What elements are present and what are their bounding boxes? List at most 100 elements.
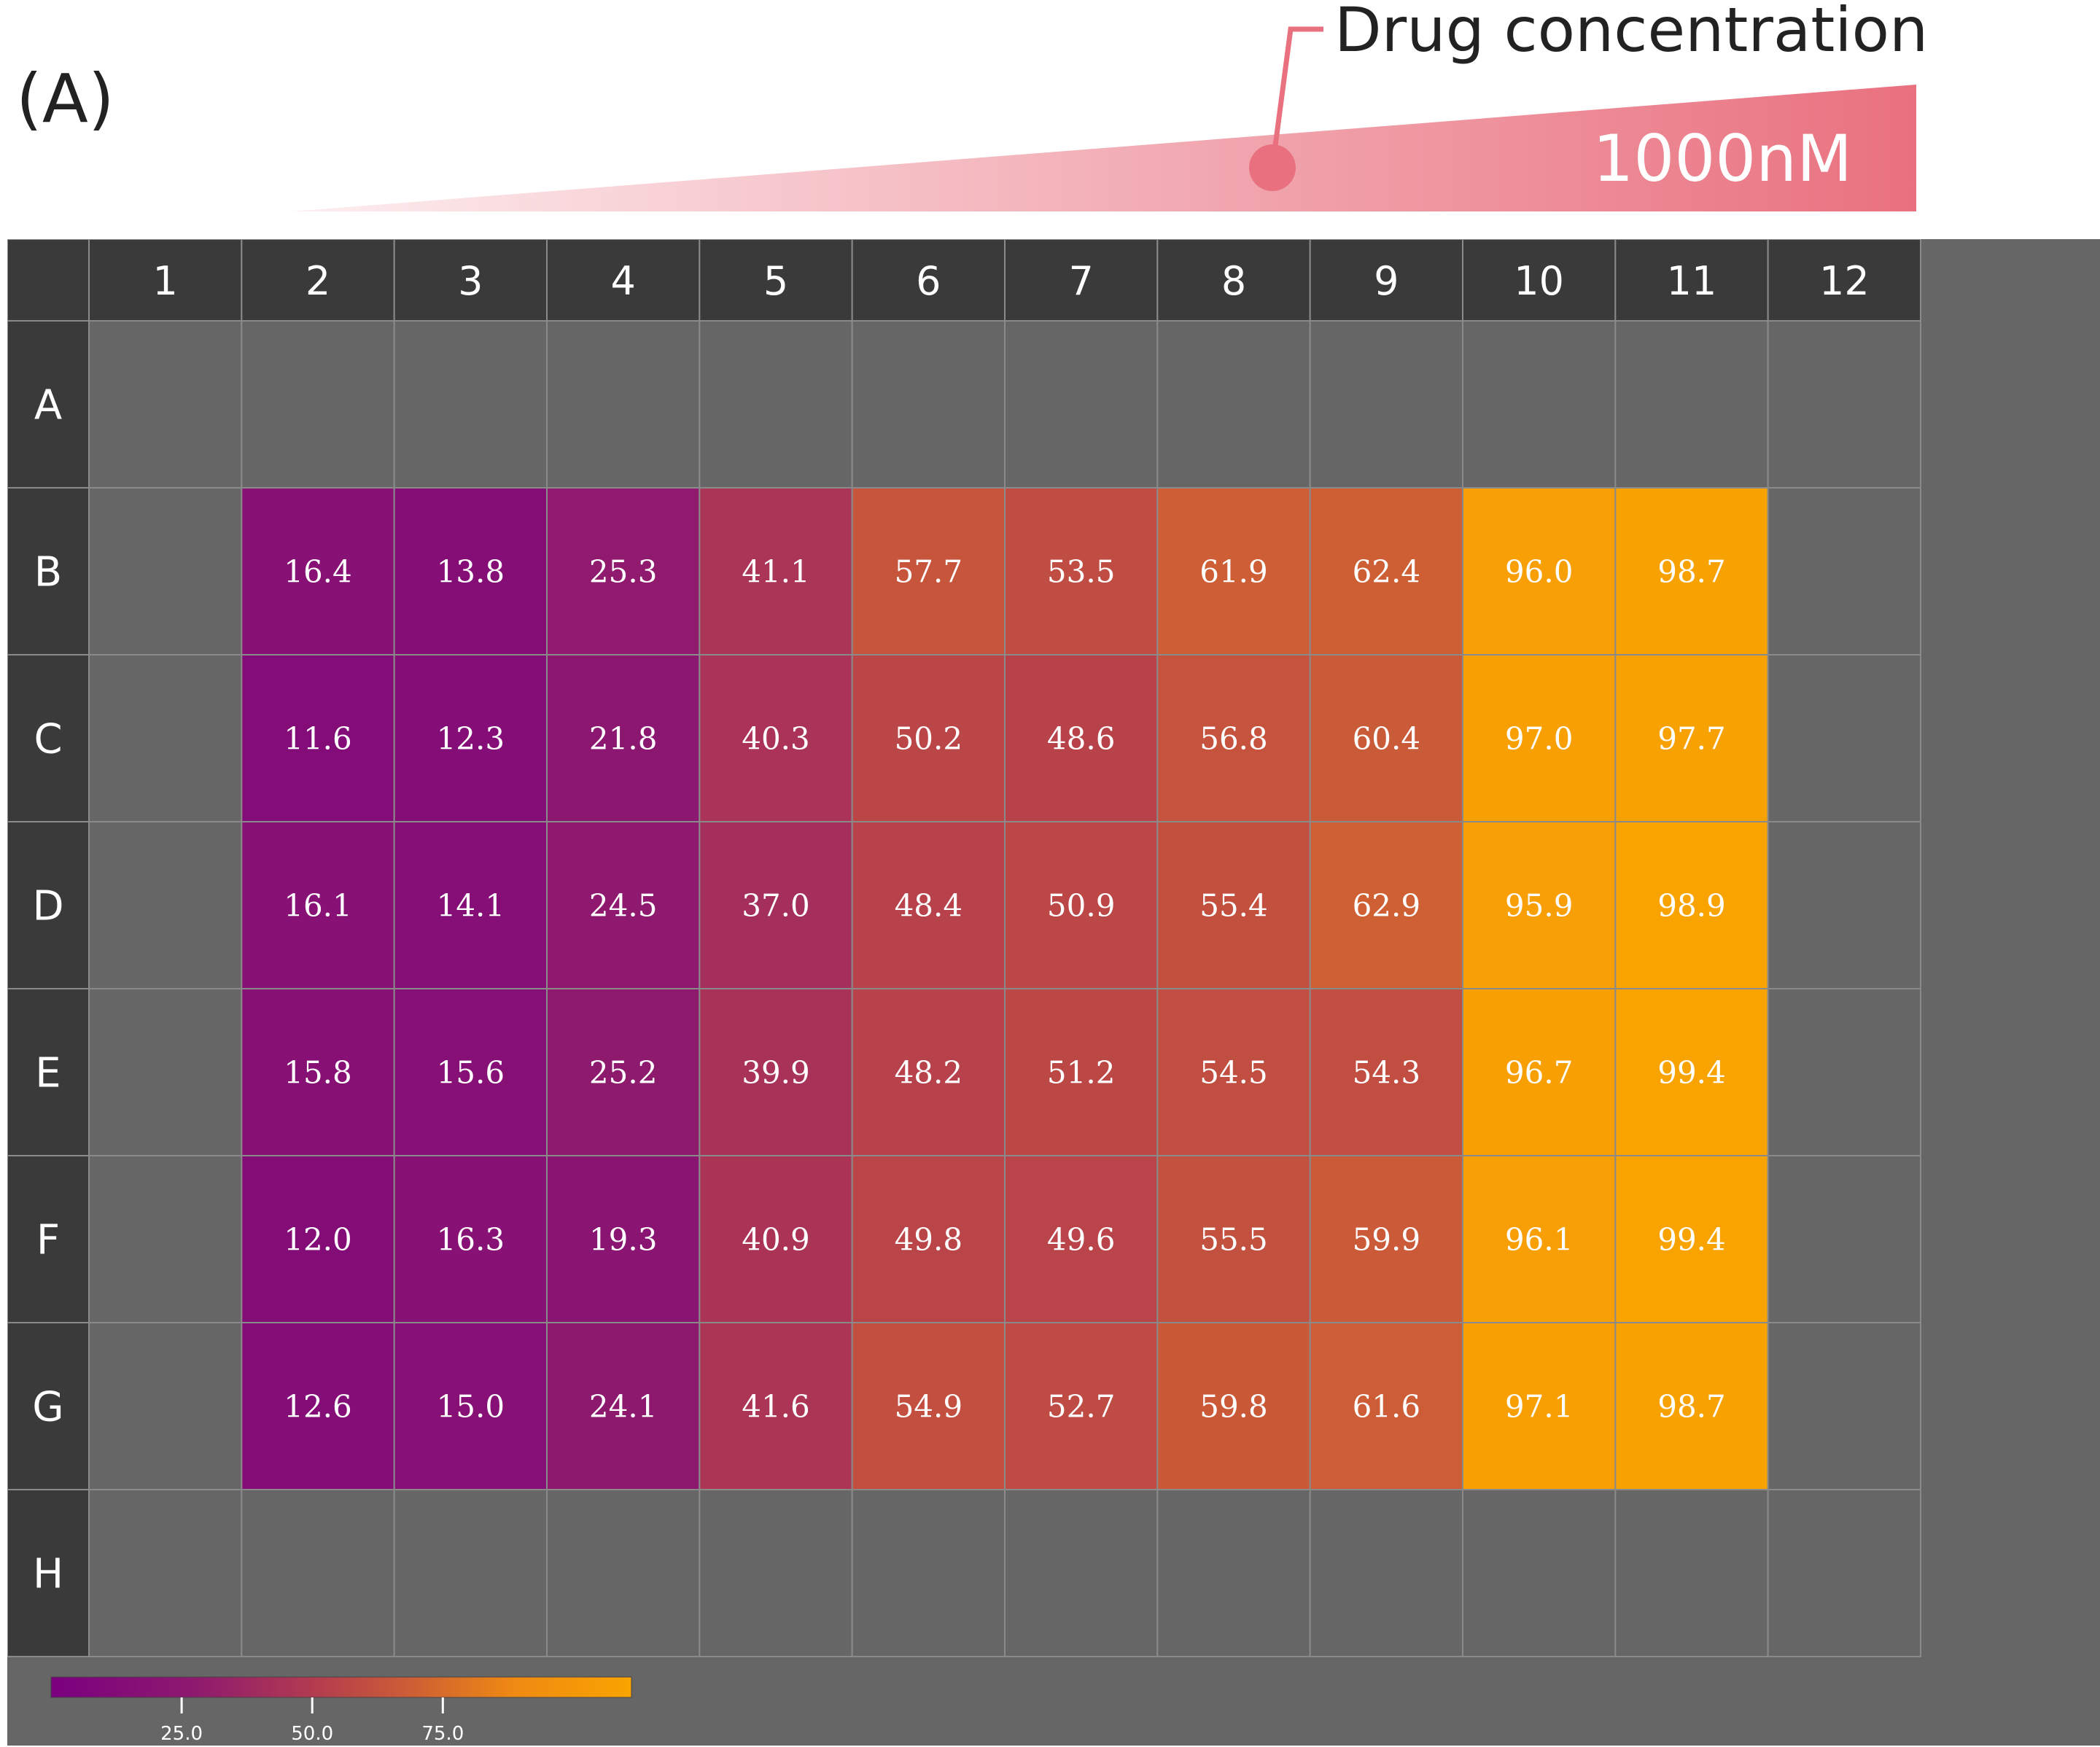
well-F2[interactable]	[241, 1155, 395, 1323]
well-C6[interactable]	[851, 654, 1006, 822]
well-E3[interactable]	[393, 988, 548, 1156]
well-H10[interactable]	[1462, 1489, 1617, 1657]
well-H7[interactable]	[1004, 1489, 1159, 1657]
row-header-bg	[7, 1155, 90, 1323]
well-C8[interactable]	[1156, 654, 1311, 822]
well-value-D10: 95.9	[1505, 888, 1574, 924]
well-D7[interactable]	[1004, 821, 1159, 989]
well-H12[interactable]	[1767, 1489, 1922, 1657]
well-E4[interactable]	[546, 988, 701, 1156]
well-E10[interactable]	[1462, 988, 1617, 1156]
well-B11[interactable]	[1614, 487, 1769, 655]
well-H3[interactable]	[393, 1489, 548, 1657]
well-B3[interactable]	[393, 487, 548, 655]
well-A5[interactable]	[699, 320, 853, 489]
well-D4[interactable]	[546, 821, 701, 989]
well-H11[interactable]	[1614, 1489, 1769, 1657]
well-H1[interactable]	[88, 1489, 243, 1657]
panel-label: (A)	[16, 60, 114, 138]
well-C10[interactable]	[1462, 654, 1617, 822]
well-F12[interactable]	[1767, 1155, 1922, 1323]
well-A4[interactable]	[546, 320, 701, 489]
well-C7[interactable]	[1004, 654, 1159, 822]
well-G9[interactable]	[1309, 1322, 1463, 1490]
well-B1[interactable]	[88, 487, 243, 655]
well-F9[interactable]	[1309, 1155, 1463, 1323]
well-E7[interactable]	[1004, 988, 1159, 1156]
well-value-B3: 13.8	[437, 554, 505, 590]
well-C5[interactable]	[699, 654, 853, 822]
well-F10[interactable]	[1462, 1155, 1617, 1323]
well-H9[interactable]	[1309, 1489, 1463, 1657]
well-A10[interactable]	[1462, 320, 1617, 489]
well-F7[interactable]	[1004, 1155, 1159, 1323]
well-A1[interactable]	[88, 320, 243, 489]
well-D10[interactable]	[1462, 821, 1617, 989]
well-D1[interactable]	[88, 821, 243, 989]
well-plate: 1 2 3 4 5 6 7 8 9 10 11 12 A B C D E F G H 16.4 13.8 25.3 41.1…	[7, 239, 2100, 1746]
well-B8[interactable]	[1156, 487, 1311, 655]
colorbar-tick-label: 25.0	[160, 1723, 203, 1745]
well-H4[interactable]	[546, 1489, 701, 1657]
well-E11[interactable]	[1614, 988, 1769, 1156]
well-F6[interactable]	[851, 1155, 1006, 1323]
well-D12[interactable]	[1767, 821, 1922, 989]
well-A2[interactable]	[241, 320, 395, 489]
well-F4[interactable]	[546, 1155, 701, 1323]
well-E6[interactable]	[851, 988, 1006, 1156]
well-F11[interactable]	[1614, 1155, 1769, 1323]
well-value-F6: 49.8	[895, 1222, 963, 1258]
well-B4[interactable]	[546, 487, 701, 655]
well-H8[interactable]	[1156, 1489, 1311, 1657]
well-C11[interactable]	[1614, 654, 1769, 822]
row-header-bg	[7, 320, 90, 489]
well-A8[interactable]	[1156, 320, 1311, 489]
well-F1[interactable]	[88, 1155, 243, 1323]
well-B5[interactable]	[699, 487, 853, 655]
well-E8[interactable]	[1156, 988, 1311, 1156]
well-G10[interactable]	[1462, 1322, 1617, 1490]
well-A7[interactable]	[1004, 320, 1159, 489]
well-D6[interactable]	[851, 821, 1006, 989]
well-E1[interactable]	[88, 988, 243, 1156]
well-D11[interactable]	[1614, 821, 1769, 989]
well-C1[interactable]	[88, 654, 243, 822]
well-value-B9: 62.4	[1353, 554, 1421, 590]
well-A12[interactable]	[1767, 320, 1922, 489]
well-G4[interactable]	[546, 1322, 701, 1490]
well-D9[interactable]	[1309, 821, 1463, 989]
well-G2[interactable]	[241, 1322, 395, 1490]
well-A3[interactable]	[393, 320, 548, 489]
well-G5[interactable]	[699, 1322, 853, 1490]
well-G1[interactable]	[88, 1322, 243, 1490]
well-H6[interactable]	[851, 1489, 1006, 1657]
well-B12[interactable]	[1767, 487, 1922, 655]
well-A11[interactable]	[1614, 320, 1769, 489]
well-E5[interactable]	[699, 988, 853, 1156]
well-G7[interactable]	[1004, 1322, 1159, 1490]
well-value-D3: 14.1	[437, 888, 505, 924]
well-B6[interactable]	[851, 487, 1006, 655]
well-D8[interactable]	[1156, 821, 1311, 989]
well-H5[interactable]	[699, 1489, 853, 1657]
well-E12[interactable]	[1767, 988, 1922, 1156]
well-G6[interactable]	[851, 1322, 1006, 1490]
well-E2[interactable]	[241, 988, 395, 1156]
well-B7[interactable]	[1004, 487, 1159, 655]
well-F5[interactable]	[699, 1155, 853, 1323]
well-H2[interactable]	[241, 1489, 395, 1657]
well-D3[interactable]	[393, 821, 548, 989]
well-value-G6: 54.9	[895, 1389, 963, 1425]
well-D5[interactable]	[699, 821, 853, 989]
well-G8[interactable]	[1156, 1322, 1311, 1490]
well-G11[interactable]	[1614, 1322, 1769, 1490]
well-C12[interactable]	[1767, 654, 1922, 822]
well-C3[interactable]	[393, 654, 548, 822]
well-A9[interactable]	[1309, 320, 1463, 489]
column-header: 4	[610, 258, 635, 304]
well-A6[interactable]	[851, 320, 1006, 489]
well-value-G4: 24.1	[589, 1389, 658, 1425]
well-G12[interactable]	[1767, 1322, 1922, 1490]
well-B2[interactable]	[241, 487, 395, 655]
well-C2[interactable]	[241, 654, 395, 822]
